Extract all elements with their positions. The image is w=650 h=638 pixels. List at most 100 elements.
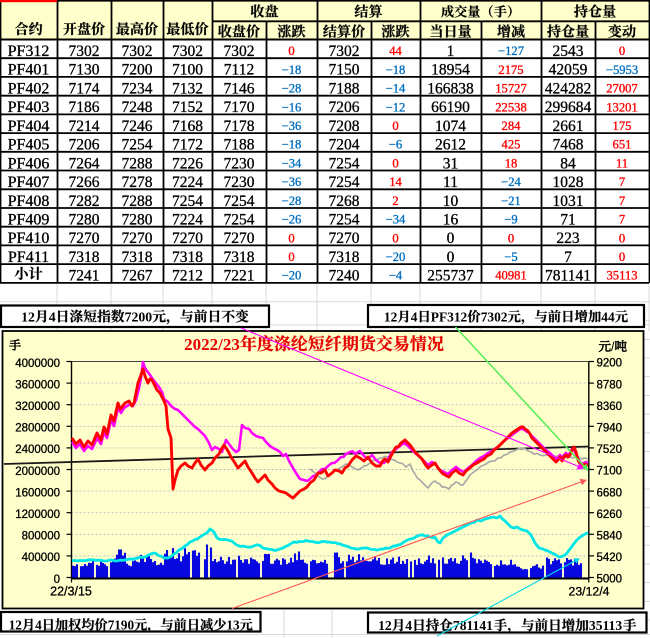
- svg-text:−12: −12: [386, 100, 406, 114]
- svg-text:18: 18: [505, 156, 518, 170]
- svg-text:7267: 7267: [122, 268, 153, 285]
- svg-text:7318: 7318: [329, 249, 360, 266]
- svg-text:−34: −34: [282, 156, 302, 170]
- svg-text:PF408: PF408: [8, 193, 50, 210]
- svg-text:PF401: PF401: [8, 62, 50, 79]
- svg-text:7: 7: [564, 249, 572, 266]
- svg-text:781141: 781141: [545, 268, 591, 285]
- svg-text:−18: −18: [282, 138, 302, 152]
- svg-text:425: 425: [502, 138, 521, 152]
- svg-text:−18: −18: [386, 63, 406, 77]
- svg-text:7288: 7288: [122, 193, 153, 210]
- svg-text:22/3/15: 22/3/15: [50, 584, 92, 598]
- svg-text:8780: 8780: [597, 379, 623, 391]
- svg-text:−18: −18: [282, 63, 302, 77]
- svg-text:16: 16: [443, 212, 459, 229]
- svg-text:2000000: 2000000: [15, 466, 60, 478]
- svg-text:6260: 6260: [597, 509, 623, 521]
- svg-text:7186: 7186: [69, 99, 100, 116]
- svg-text:7224: 7224: [172, 174, 203, 191]
- svg-text:2400000: 2400000: [15, 444, 60, 456]
- svg-text:7246: 7246: [122, 118, 153, 135]
- svg-text:3200000: 3200000: [15, 401, 60, 413]
- svg-text:PF406: PF406: [8, 155, 50, 172]
- svg-text:7254: 7254: [122, 137, 153, 154]
- svg-text:7270: 7270: [69, 230, 100, 247]
- svg-text:27007: 27007: [606, 82, 637, 96]
- svg-text:651: 651: [613, 138, 632, 152]
- svg-text:1028: 1028: [553, 174, 584, 191]
- svg-text:7100: 7100: [597, 466, 623, 478]
- svg-text:−5: −5: [504, 250, 517, 264]
- svg-text:66190: 66190: [431, 99, 470, 116]
- svg-text:35113: 35113: [606, 269, 637, 283]
- svg-text:7264: 7264: [69, 155, 100, 172]
- svg-text:166838: 166838: [427, 80, 474, 97]
- svg-text:7302: 7302: [69, 43, 100, 60]
- svg-text:12: 12: [9, 617, 23, 632]
- svg-text:7278: 7278: [122, 174, 153, 191]
- svg-text:0: 0: [288, 231, 294, 245]
- svg-text:7208: 7208: [329, 118, 360, 135]
- svg-text:7302: 7302: [481, 309, 508, 324]
- svg-text:7226: 7226: [172, 155, 203, 172]
- svg-text:7254: 7254: [224, 212, 255, 229]
- svg-text:0: 0: [54, 574, 60, 586]
- svg-text:0: 0: [288, 44, 294, 58]
- svg-text:15727: 15727: [495, 82, 526, 96]
- svg-text:7270: 7270: [224, 230, 255, 247]
- svg-text:0: 0: [392, 119, 398, 133]
- svg-text:7520: 7520: [597, 444, 623, 456]
- svg-text:−5953: −5953: [606, 63, 638, 77]
- svg-text:7206: 7206: [69, 137, 100, 154]
- svg-text:−14: −14: [386, 82, 406, 96]
- svg-text:5000: 5000: [597, 574, 623, 586]
- svg-text:14: 14: [389, 175, 402, 189]
- svg-text:2175: 2175: [498, 63, 523, 77]
- svg-text:7214: 7214: [69, 118, 100, 135]
- svg-text:0: 0: [619, 231, 625, 245]
- svg-text:31: 31: [443, 155, 459, 172]
- svg-text:−9: −9: [504, 213, 517, 227]
- svg-text:2022/23: 2022/23: [184, 335, 240, 354]
- svg-text:−16: −16: [282, 100, 302, 114]
- svg-text:12: 12: [384, 309, 398, 324]
- svg-text:1074: 1074: [435, 118, 466, 135]
- svg-text:12: 12: [378, 618, 392, 633]
- svg-text:175: 175: [613, 119, 632, 133]
- svg-text:7318: 7318: [172, 249, 203, 266]
- svg-text:4: 4: [49, 309, 56, 324]
- svg-text:42059: 42059: [549, 62, 588, 79]
- svg-text:7230: 7230: [224, 174, 255, 191]
- svg-text:4: 4: [411, 309, 418, 324]
- svg-text:7100: 7100: [172, 62, 203, 79]
- svg-text:4: 4: [35, 617, 42, 632]
- svg-text:2543: 2543: [553, 43, 584, 60]
- svg-text:PF404: PF404: [8, 118, 50, 135]
- svg-text:7188: 7188: [329, 80, 360, 97]
- svg-text:35113: 35113: [589, 618, 622, 633]
- svg-text:PF405: PF405: [8, 137, 50, 154]
- svg-text:0: 0: [619, 44, 625, 58]
- svg-text:7302: 7302: [329, 43, 360, 60]
- svg-text:−4: −4: [389, 269, 403, 283]
- svg-text:PF407: PF407: [8, 174, 50, 191]
- svg-text:7132: 7132: [172, 80, 203, 97]
- svg-text:84: 84: [560, 155, 576, 172]
- svg-text:−26: −26: [282, 213, 302, 227]
- svg-text:255737: 255737: [427, 268, 474, 285]
- svg-text:13: 13: [226, 617, 240, 632]
- svg-text:−24: −24: [501, 175, 521, 189]
- svg-text:22538: 22538: [495, 100, 526, 114]
- svg-text:400000: 400000: [22, 552, 60, 564]
- svg-text:7318: 7318: [122, 249, 153, 266]
- svg-text:7206: 7206: [329, 99, 360, 116]
- svg-text:7: 7: [619, 213, 625, 227]
- svg-text:2661: 2661: [553, 118, 584, 135]
- svg-text:0: 0: [392, 156, 398, 170]
- svg-text:7254: 7254: [329, 212, 360, 229]
- svg-text:10: 10: [443, 193, 459, 210]
- svg-text:7130: 7130: [69, 62, 100, 79]
- svg-text:7178: 7178: [224, 118, 255, 135]
- svg-text:71: 71: [560, 212, 576, 229]
